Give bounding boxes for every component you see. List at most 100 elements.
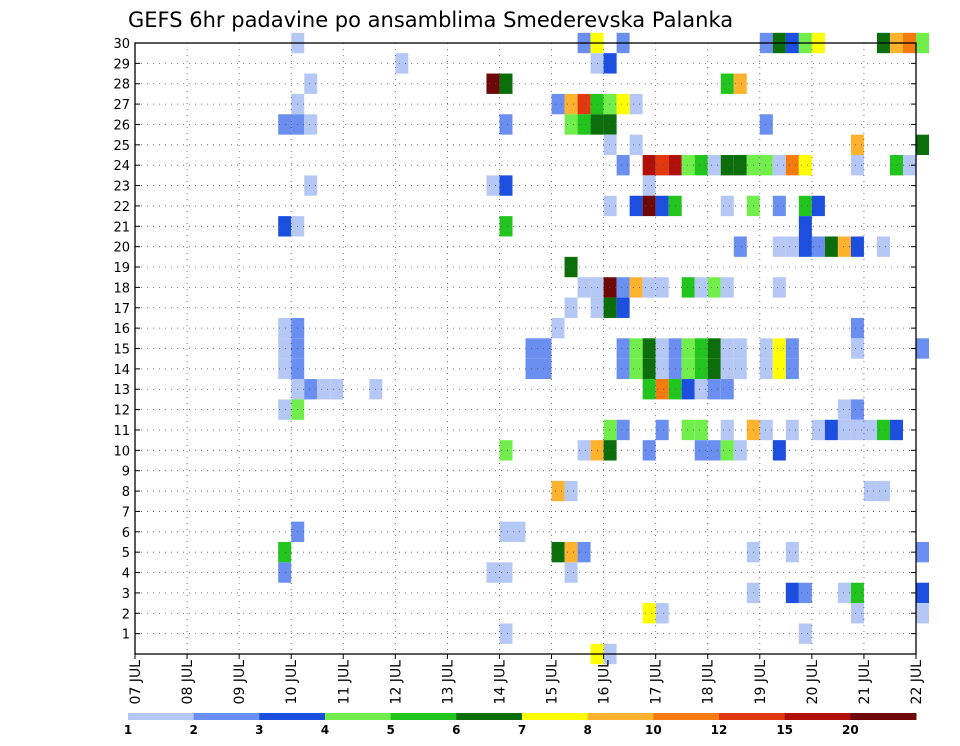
precip-cell <box>616 277 630 298</box>
precip-cell <box>577 114 591 135</box>
precip-cell <box>694 440 708 461</box>
precip-cell <box>785 338 799 359</box>
color-legend: 1 2 3 4 5 6 7 8 10 12 15 20 <box>124 713 917 737</box>
legend-label: 3 <box>255 723 263 737</box>
precip-cell <box>603 297 617 318</box>
precip-cell <box>603 195 617 217</box>
precip-cell <box>850 317 864 339</box>
precip-cell <box>525 358 539 380</box>
precip-cell <box>616 358 630 380</box>
y-tick-label: 26 <box>113 118 130 133</box>
precip-cell <box>707 338 721 359</box>
precip-cell <box>616 155 630 176</box>
legend-label: 5 <box>386 723 394 737</box>
precip-cell <box>798 216 812 237</box>
precip-cell <box>603 93 617 115</box>
y-tick-label: 5 <box>122 546 130 561</box>
precip-cell <box>785 358 799 380</box>
precip-cell <box>759 338 773 359</box>
precip-cell <box>642 277 656 298</box>
precip-cell <box>889 155 903 176</box>
legend-swatch <box>653 713 720 720</box>
precip-cell <box>564 93 578 115</box>
grid-layer <box>135 43 916 654</box>
cells-layer <box>278 32 930 665</box>
precip-cell <box>720 419 734 441</box>
precip-cell <box>707 358 721 380</box>
precip-cell <box>720 195 734 217</box>
legend-swatch <box>719 713 786 720</box>
precip-cell <box>603 53 617 74</box>
precip-cell <box>863 419 877 441</box>
y-axis: 1234567891011121314151617181920212223242… <box>113 37 916 643</box>
precip-cell <box>707 277 721 298</box>
y-tick-label: 29 <box>113 57 130 72</box>
precip-cell <box>655 195 669 217</box>
precip-cell <box>616 297 630 318</box>
y-tick-label: 14 <box>113 363 130 378</box>
y-tick-label: 4 <box>122 567 130 582</box>
precip-cell <box>798 623 812 644</box>
precip-cell <box>642 195 656 217</box>
precip-cell <box>720 358 734 380</box>
x-tick-label: 19 JUL <box>753 660 769 705</box>
precip-cell <box>564 562 578 583</box>
legend-label: 15 <box>776 723 793 737</box>
legend-swatch <box>193 713 260 720</box>
precip-cell <box>655 603 669 624</box>
precip-cell <box>616 419 630 441</box>
legend-label: 7 <box>518 723 526 737</box>
precip-cell <box>564 297 578 318</box>
precip-cell <box>499 521 513 542</box>
precip-cell <box>564 541 578 563</box>
precip-cell <box>577 440 591 461</box>
precip-cell <box>916 134 930 156</box>
precip-cell <box>681 155 695 176</box>
y-tick-label: 2 <box>122 607 130 622</box>
y-tick-label: 19 <box>113 261 130 276</box>
precip-cell <box>551 480 565 502</box>
x-tick-label: 10 JUL <box>284 660 300 705</box>
precip-cell <box>707 440 721 461</box>
precip-cell <box>876 480 890 502</box>
legend-swatch <box>390 713 457 720</box>
precip-cell <box>642 338 656 359</box>
precip-cell <box>850 134 864 156</box>
precip-cell <box>616 338 630 359</box>
precip-cell <box>629 358 643 380</box>
precip-cell <box>603 419 617 441</box>
precip-cell <box>916 541 930 563</box>
precip-cell <box>759 155 773 176</box>
precip-cell <box>304 175 318 196</box>
x-tick-label: 13 JUL <box>440 660 456 705</box>
precip-cell <box>551 317 565 339</box>
precip-cell <box>603 114 617 135</box>
precip-cell <box>772 338 786 359</box>
precip-cell <box>733 338 747 359</box>
y-tick-label: 16 <box>113 322 130 337</box>
precip-cell <box>642 440 656 461</box>
precip-cell <box>304 379 318 400</box>
precip-cell <box>603 440 617 461</box>
precip-cell <box>681 379 695 400</box>
precip-cell <box>694 155 708 176</box>
precip-cell <box>564 256 578 278</box>
y-tick-label: 20 <box>113 241 130 256</box>
x-tick-label: 21 JUL <box>857 660 873 705</box>
x-axis: 07 JUL 08 JUL 09 JUL 10 JUL 11 JUL 12 JUL 13 J… <box>128 654 925 704</box>
legend-swatch <box>456 713 523 720</box>
legend-label: 20 <box>842 723 859 737</box>
precip-cell <box>486 175 500 196</box>
precip-cell <box>278 114 292 135</box>
precip-cell <box>681 277 695 298</box>
precip-cell <box>772 440 786 461</box>
x-tick-label: 08 JUL <box>180 660 196 705</box>
precip-cell <box>317 379 331 400</box>
precip-cell <box>681 338 695 359</box>
x-tick-label: 18 JUL <box>701 660 717 705</box>
precip-cell <box>916 338 930 359</box>
precip-cell <box>603 134 617 156</box>
precip-cell <box>564 480 578 502</box>
precip-cell <box>798 236 812 257</box>
